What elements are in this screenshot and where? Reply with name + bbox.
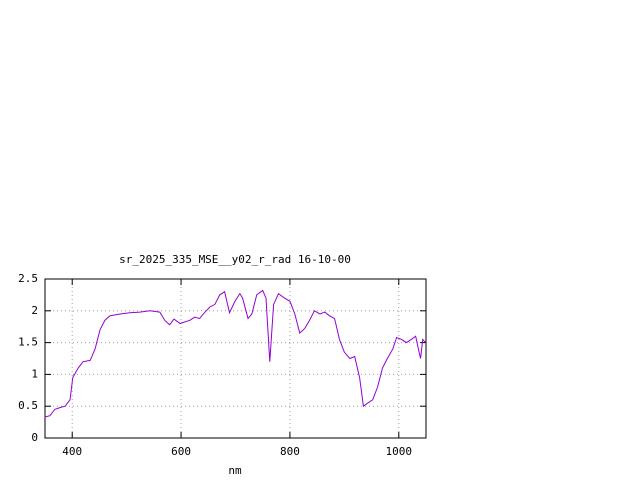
y-tick-label: 1: [31, 367, 38, 380]
y-tick-label: 1.5: [18, 336, 38, 349]
x-tick-label: 800: [280, 445, 300, 458]
chart-title: sr_2025_335_MSE__y02_r_rad 16-10-00: [119, 253, 351, 266]
x-axis-label: nm: [228, 464, 242, 477]
data-line: [44, 289, 426, 418]
y-tick-label: 0: [31, 431, 38, 444]
y-tick-label: 2.5: [18, 272, 38, 285]
y-tick-label: 2: [31, 304, 38, 317]
plot-border: [44, 278, 427, 439]
x-tick-label: 1000: [386, 445, 413, 458]
y-tick-label: 0.5: [18, 399, 38, 412]
x-tick-label: 600: [171, 445, 191, 458]
x-tick-label: 400: [62, 445, 82, 458]
